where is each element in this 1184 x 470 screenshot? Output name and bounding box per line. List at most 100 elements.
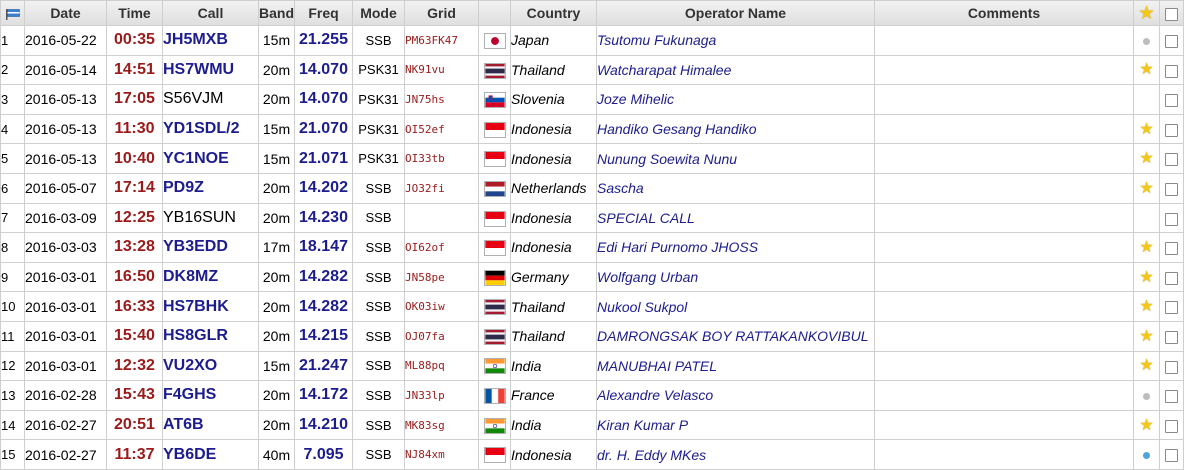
table-row[interactable]: 6 2016-05-07 17:14 PD9Z 20m 14.202 SSB JO32fi Ne… [0,172,1184,204]
checkbox-icon[interactable] [1165,390,1178,404]
row-select-cell[interactable] [1159,172,1184,204]
row-number: 1 [0,25,25,56]
callsign-link[interactable]: YD1SDL/2 [162,113,259,145]
callsign-link[interactable]: HS7WMU [162,54,259,86]
checkbox-icon[interactable] [1165,153,1178,167]
row-select-cell[interactable] [1159,143,1184,174]
header-call[interactable]: Call [162,0,259,26]
marker-cell[interactable]: ★ [1133,232,1160,263]
header-select-all[interactable] [1159,0,1184,26]
callsign-link[interactable]: HS7BHK [162,291,259,322]
header-freq[interactable]: Freq [294,0,353,26]
header-band[interactable]: Band [258,0,295,26]
header-country[interactable]: Country [510,0,597,26]
row-select-cell[interactable] [1159,439,1184,470]
row-select-cell[interactable] [1159,261,1184,293]
table-row[interactable]: 3 2016-05-13 17:05 S56VJM 20m 14.070 PSK31 JN75… [0,84,1184,115]
callsign-link[interactable]: S56VJM [162,84,259,115]
callsign-link[interactable]: YC1NOE [162,143,259,174]
table-row[interactable]: 10 2016-03-01 16:33 HS7BHK 20m 14.282 SSB OK03i… [0,291,1184,322]
marker-cell[interactable]: ★ [1133,54,1160,86]
table-row[interactable]: 5 2016-05-13 10:40 YC1NOE 15m 21.071 PSK31 OI33… [0,143,1184,174]
checkbox-icon[interactable] [1165,271,1178,285]
de-flag-icon [483,268,506,286]
row-number: 7 [0,202,25,234]
checkbox-icon[interactable] [1165,123,1178,137]
header-date[interactable]: Date [24,0,107,26]
header-operator[interactable]: Operator Name [596,0,875,26]
star-icon[interactable]: ★ [1139,357,1154,375]
star-icon[interactable]: ★ [1139,238,1154,256]
checkbox-icon[interactable] [1165,242,1178,256]
marker-cell[interactable]: ★ [1133,409,1160,441]
callsign-link[interactable]: AT6B [162,409,259,441]
callsign-link[interactable]: HS8GLR [162,320,259,352]
table-row[interactable]: 12 2016-03-01 12:32 VU2XO 15m 21.247 SSB ML88pq… [0,350,1184,382]
marker-cell[interactable]: ★ [1133,113,1160,145]
header-grid[interactable]: Grid [404,0,479,26]
row-select-cell[interactable] [1159,409,1184,441]
callsign-link[interactable]: JH5MXB [162,25,259,56]
checkbox-icon[interactable] [1165,360,1178,374]
marker-cell[interactable]: ★ [1133,350,1160,382]
row-select-cell[interactable] [1159,232,1184,263]
table-row[interactable]: 4 2016-05-13 11:30 YD1SDL/2 15m 21.070 PSK31 OI… [0,113,1184,145]
table-row[interactable]: 9 2016-03-01 16:50 DK8MZ 20m 14.282 SSB JN58pe G… [0,261,1184,293]
row-select-cell[interactable] [1159,113,1184,145]
star-icon[interactable]: ★ [1139,61,1154,79]
header-star[interactable]: ★ [1133,0,1160,26]
header-mode[interactable]: Mode [352,0,405,26]
table-row[interactable]: 7 2016-03-09 12:25 YB16SUN 20m 14.230 SSB Indon… [0,202,1184,234]
callsign-link[interactable]: YB16SUN [162,202,259,234]
checkbox-icon[interactable] [1165,301,1178,315]
row-select-cell[interactable] [1159,320,1184,352]
table-row[interactable]: 1 2016-05-22 00:35 JH5MXB 15m 21.255 SSB PM63FK… [0,25,1184,56]
qso-time: 17:05 [106,84,163,115]
checkbox-icon[interactable] [1165,449,1178,463]
marker-cell[interactable]: ★ [1133,261,1160,293]
marker-cell[interactable]: ★ [1133,320,1160,352]
header-flag[interactable] [0,0,25,26]
checkbox-icon[interactable] [1165,331,1178,345]
checkbox-icon[interactable] [1165,94,1178,108]
callsign-link[interactable]: VU2XO [162,350,259,382]
callsign-link[interactable]: DK8MZ [162,261,259,293]
marker-cell[interactable]: ★ [1133,291,1160,322]
marker-cell[interactable]: ★ [1133,143,1160,174]
star-icon[interactable]: ★ [1139,120,1154,138]
table-row[interactable]: 14 2016-02-27 20:51 AT6B 20m 14.210 SSB MK83sg I… [0,409,1184,441]
checkbox-icon[interactable] [1165,419,1178,433]
callsign-link[interactable]: YB3EDD [162,232,259,263]
star-icon[interactable]: ★ [1139,150,1154,168]
callsign-link[interactable]: YB6DE [162,439,259,470]
checkbox-icon[interactable] [1165,7,1178,21]
checkbox-icon[interactable] [1165,64,1178,78]
table-row[interactable]: 13 2016-02-28 15:43 F4GHS 20m 14.172 SSB JN33lp… [0,380,1184,411]
star-icon[interactable]: ★ [1139,416,1154,434]
country-name: India [510,409,597,441]
star-icon[interactable]: ★ [1139,327,1154,345]
star-icon[interactable]: ★ [1139,268,1154,286]
checkbox-icon[interactable] [1165,35,1178,49]
row-select-cell[interactable] [1159,84,1184,115]
table-row[interactable]: 15 2016-02-27 11:37 YB6DE 40m 7.095 SSB NJ84xm I… [0,439,1184,470]
row-select-cell[interactable] [1159,54,1184,86]
callsign-link[interactable]: PD9Z [162,172,259,204]
header-time[interactable]: Time [106,0,163,26]
row-select-cell[interactable] [1159,380,1184,411]
row-select-cell[interactable] [1159,202,1184,234]
star-icon[interactable]: ★ [1139,179,1154,197]
row-select-cell[interactable] [1159,291,1184,322]
checkbox-icon[interactable] [1165,183,1178,197]
header-comments[interactable]: Comments [874,0,1134,26]
checkbox-icon[interactable] [1165,212,1178,226]
table-row[interactable]: 11 2016-03-01 15:40 HS8GLR 20m 14.215 SSB OJ07f… [0,320,1184,352]
table-row[interactable]: 2 2016-05-14 14:51 HS7WMU 20m 14.070 PSK31 NK91… [0,54,1184,86]
row-select-cell[interactable] [1159,25,1184,56]
marker-cell[interactable]: ★ [1133,172,1160,204]
callsign-link[interactable]: F4GHS [162,380,259,411]
table-row[interactable]: 8 2016-03-03 13:28 YB3EDD 17m 18.147 SSB OI62of… [0,232,1184,263]
star-icon[interactable]: ★ [1139,298,1154,316]
comments-cell [874,261,1134,293]
row-select-cell[interactable] [1159,350,1184,382]
